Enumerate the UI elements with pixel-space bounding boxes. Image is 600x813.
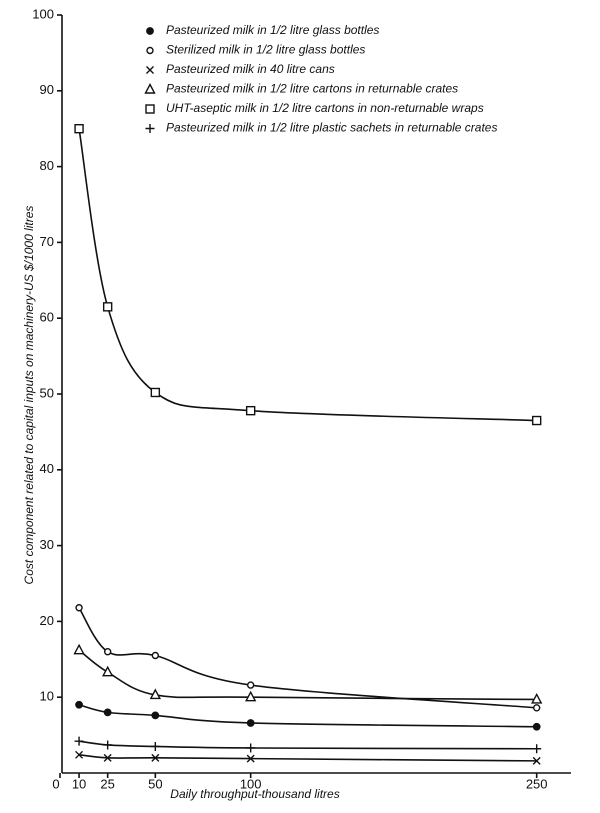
legend-label: Pasteurized milk in 1/2 litre glass bott… (166, 23, 379, 37)
marker (145, 104, 155, 114)
marker (75, 750, 84, 759)
legend-label: UHT-aseptic milk in 1/2 litre cartons in… (166, 101, 484, 115)
marker (103, 753, 112, 762)
marker (144, 83, 156, 94)
legend-label: Sterilized milk in 1/2 litre glass bottl… (166, 43, 365, 57)
y-tick-label: 10 (40, 689, 54, 704)
series-line (78, 128, 537, 422)
x-tick-label: 50 (148, 776, 162, 791)
marker (532, 756, 541, 765)
x-tick-label: 10 (72, 776, 86, 791)
y-tick-label: 40 (40, 461, 54, 476)
marker (246, 754, 255, 763)
marker (532, 722, 541, 731)
y-tick-label: 80 (40, 158, 54, 173)
legend-label: Pasteurized milk in 40 litre cans (166, 62, 335, 76)
marker (246, 719, 255, 727)
marker (531, 692, 543, 704)
marker (145, 124, 155, 133)
legend-label: Pasteurized milk in 1/2 litre cartons in… (166, 82, 458, 96)
series-line (78, 704, 537, 728)
marker (151, 753, 160, 762)
marker (146, 27, 154, 35)
marker (532, 744, 542, 754)
y-tick-label: 60 (40, 310, 54, 325)
marker (532, 704, 541, 712)
x-tick-label: 0 (52, 776, 59, 791)
marker (102, 302, 113, 312)
marker (103, 648, 112, 656)
marker (245, 690, 257, 702)
marker (102, 665, 114, 677)
marker (245, 405, 256, 416)
y-axis-label: Cost component related to capital inputs… (22, 206, 36, 585)
marker (74, 736, 84, 746)
y-tick-label: 90 (40, 82, 54, 97)
x-axis-label: Daily throughput-thousand litres (170, 787, 339, 801)
marker (74, 123, 84, 134)
series-line (78, 649, 537, 701)
x-tick-label: 25 (100, 776, 114, 791)
marker (149, 688, 161, 700)
marker (531, 415, 542, 426)
y-tick-label: 70 (40, 234, 54, 249)
marker (75, 604, 83, 612)
marker (150, 741, 160, 751)
marker (103, 708, 112, 717)
marker (246, 681, 255, 689)
marker (73, 643, 85, 655)
legend-label: Pasteurized milk in 1/2 litre plastic sa… (166, 121, 497, 135)
series-line (78, 754, 537, 762)
x-tick-label: 100 (240, 776, 262, 791)
marker (151, 711, 160, 720)
y-tick-label: 30 (40, 537, 54, 552)
marker (150, 387, 161, 398)
series-line (78, 740, 537, 750)
marker (146, 46, 154, 55)
marker (75, 700, 83, 709)
marker (103, 740, 113, 750)
marker (146, 66, 154, 74)
y-tick-label: 20 (40, 613, 54, 628)
y-tick-label: 50 (40, 385, 54, 400)
x-tick-label: 250 (526, 776, 548, 791)
y-tick-label: 100 (32, 6, 54, 21)
marker (246, 743, 256, 753)
marker (151, 651, 160, 660)
